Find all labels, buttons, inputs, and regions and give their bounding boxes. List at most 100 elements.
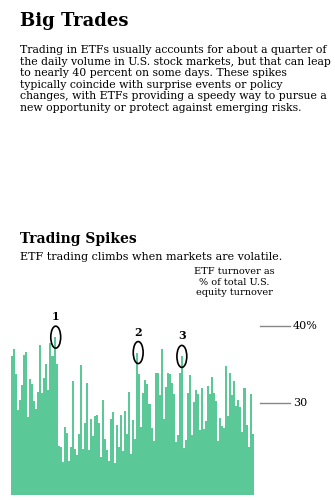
Bar (44, 378, 46, 500)
Bar (52, 356, 54, 500)
Bar (56, 364, 58, 500)
Bar (23, 355, 25, 500)
Bar (240, 407, 242, 500)
Bar (60, 446, 62, 500)
Text: 40%: 40% (293, 320, 318, 330)
Bar (144, 380, 146, 500)
Text: ETF trading climbs when markets are volatile.: ETF trading climbs when markets are vola… (20, 252, 282, 262)
Bar (114, 463, 116, 500)
Bar (84, 423, 86, 500)
Bar (124, 411, 126, 500)
Bar (231, 396, 233, 500)
Bar (223, 428, 225, 500)
Bar (39, 346, 42, 500)
Bar (132, 420, 134, 500)
Bar (183, 448, 185, 500)
Bar (42, 393, 44, 500)
Bar (100, 457, 102, 500)
Bar (86, 382, 88, 500)
Text: ETF turnover as
% of total U.S.
equity turnover: ETF turnover as % of total U.S. equity t… (194, 268, 275, 298)
Bar (31, 384, 33, 500)
Bar (191, 435, 193, 500)
Bar (148, 404, 150, 500)
Bar (242, 432, 244, 500)
Bar (74, 450, 76, 500)
Bar (252, 434, 254, 500)
Bar (238, 400, 240, 500)
Bar (209, 394, 211, 500)
Bar (120, 414, 122, 500)
Bar (50, 343, 52, 500)
Bar (21, 385, 23, 500)
Bar (29, 378, 31, 500)
Bar (78, 434, 80, 500)
Bar (197, 394, 199, 500)
Bar (118, 447, 120, 500)
Bar (225, 366, 227, 500)
Bar (205, 421, 207, 500)
Bar (201, 388, 203, 500)
Bar (48, 390, 50, 500)
Bar (142, 393, 144, 500)
Bar (158, 395, 160, 500)
Bar (37, 392, 39, 500)
Bar (173, 394, 175, 500)
Bar (116, 425, 118, 500)
Bar (72, 381, 74, 500)
Bar (165, 388, 167, 500)
Bar (193, 402, 195, 500)
Bar (211, 377, 213, 500)
Bar (17, 410, 19, 500)
Bar (156, 372, 158, 500)
Text: Trading Spikes: Trading Spikes (20, 232, 137, 246)
Bar (160, 350, 162, 500)
Bar (25, 352, 27, 500)
Bar (13, 349, 15, 500)
Bar (11, 356, 13, 500)
Bar (66, 433, 68, 500)
Bar (154, 373, 156, 500)
Bar (62, 462, 64, 500)
Bar (90, 420, 92, 500)
Bar (82, 450, 84, 500)
Bar (96, 416, 98, 500)
Text: 30: 30 (293, 398, 308, 407)
Bar (195, 390, 197, 500)
Bar (203, 428, 205, 500)
Text: Big Trades: Big Trades (20, 12, 129, 30)
Bar (246, 425, 248, 500)
Bar (250, 394, 252, 500)
Bar (98, 423, 100, 500)
Bar (58, 446, 60, 500)
Bar (219, 418, 221, 500)
Bar (171, 382, 173, 500)
Bar (108, 461, 110, 500)
Bar (146, 384, 148, 500)
Bar (227, 416, 229, 500)
Bar (80, 366, 82, 500)
Bar (217, 441, 219, 500)
Bar (106, 450, 108, 500)
Bar (199, 430, 201, 500)
Bar (152, 441, 154, 500)
Bar (138, 374, 140, 500)
Bar (175, 442, 177, 500)
Bar (64, 426, 66, 500)
Bar (179, 372, 181, 500)
Bar (244, 388, 246, 500)
Bar (207, 386, 209, 500)
Bar (122, 451, 124, 500)
Bar (70, 447, 72, 500)
Bar (27, 418, 29, 500)
Text: 2: 2 (134, 326, 142, 338)
Bar (177, 435, 179, 500)
Bar (181, 356, 183, 500)
Bar (15, 374, 17, 500)
Bar (46, 364, 48, 500)
Bar (229, 373, 231, 500)
Bar (35, 409, 37, 500)
Bar (19, 400, 21, 500)
Bar (128, 392, 130, 500)
Bar (169, 374, 171, 500)
Bar (68, 461, 70, 500)
